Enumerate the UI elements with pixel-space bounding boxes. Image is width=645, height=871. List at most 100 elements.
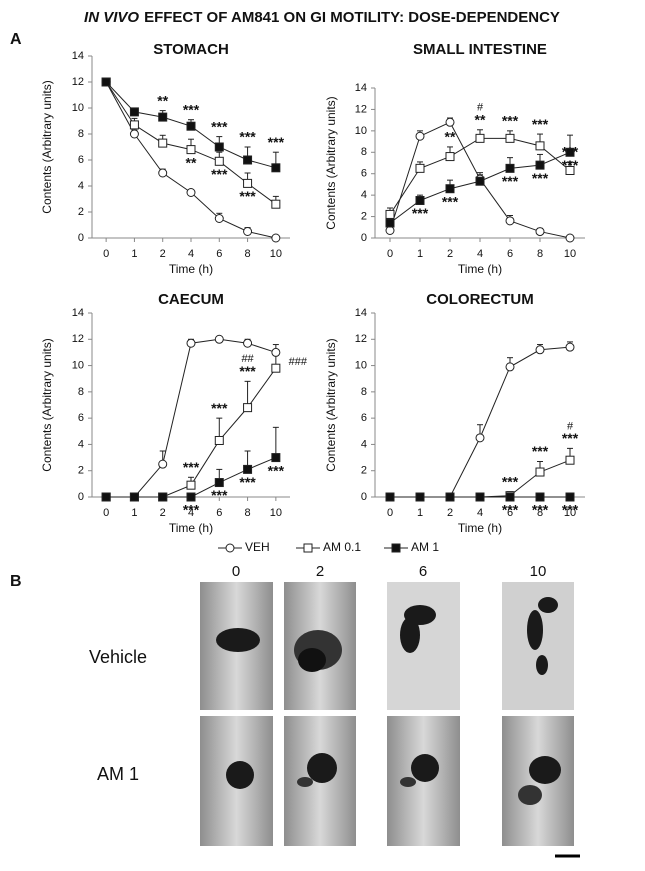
marker: [475, 176, 485, 186]
y-tick-label: 14: [72, 307, 84, 319]
x-tick-label: 4: [477, 507, 483, 519]
y-tick-label: 8: [361, 146, 367, 158]
xray: [387, 582, 460, 710]
marker: [475, 133, 485, 143]
marker: [243, 227, 253, 236]
y-axis-title: Contents (Arbitrary units): [324, 96, 338, 229]
x-tick-label: 2: [160, 507, 166, 519]
marker: [214, 334, 224, 344]
marker: [385, 226, 395, 235]
x-tick-label: 1: [417, 248, 423, 260]
significance-label: ***: [268, 134, 285, 150]
chart-title: SMALL INTESTINE: [413, 41, 547, 58]
y-axis-title: Contents (Arbitrary units): [40, 80, 54, 213]
y-tick-label: 0: [361, 232, 367, 244]
x-tick-label: 0: [387, 507, 393, 519]
significance-label: ***: [239, 474, 256, 490]
significance-label: ***: [211, 118, 228, 134]
xray: [200, 716, 273, 846]
x-axis-title: Time (h): [169, 262, 213, 276]
y-tick-label: 0: [361, 491, 367, 503]
y-axis-title: Contents (Arbitrary units): [324, 338, 338, 471]
significance-label: **: [157, 92, 168, 108]
significance-label: **: [186, 154, 197, 170]
marker: [271, 347, 281, 357]
significance-label: ***: [239, 363, 256, 379]
y-tick-label: 4: [78, 438, 84, 450]
marker: [129, 492, 139, 502]
x-tick-label: 6: [507, 248, 513, 260]
y-tick-label: 12: [72, 333, 84, 345]
marker: [565, 147, 575, 157]
significance-label: ***: [502, 473, 519, 489]
significance-label: **: [475, 111, 486, 127]
marker: [186, 492, 196, 502]
marker: [385, 209, 395, 219]
x-tick-label: 4: [477, 248, 483, 260]
marker: [101, 77, 111, 87]
significance-label: ***: [532, 502, 549, 518]
significance-label: ***: [562, 502, 579, 518]
y-tick-label: 8: [78, 128, 84, 140]
x-tick-label: 8: [537, 248, 543, 260]
marker: [243, 464, 253, 474]
marker: [415, 196, 425, 205]
marker: [214, 478, 224, 488]
xray: [502, 582, 574, 710]
significance-label: ***: [502, 502, 519, 518]
y-tick-label: 4: [361, 438, 367, 450]
marker: [445, 492, 455, 502]
y-tick-label: 2: [361, 465, 367, 477]
x-tick-label: 2: [160, 248, 166, 260]
significance-label: ***: [532, 116, 549, 132]
y-tick-label: 12: [355, 333, 367, 345]
marker: [565, 342, 575, 352]
x-tick-label: 0: [387, 248, 393, 260]
y-tick-label: 0: [78, 491, 84, 503]
x-tick-label: 6: [216, 507, 222, 519]
marker: [186, 145, 196, 155]
significance-label: ***: [183, 101, 200, 117]
y-tick-label: 2: [78, 206, 84, 218]
marker: [505, 362, 515, 372]
row-label: Vehicle: [89, 647, 147, 667]
marker: [505, 163, 515, 173]
significance-label: ***: [532, 443, 549, 459]
legend-marker: [391, 543, 401, 553]
hash-label: ###: [289, 356, 308, 368]
marker: [271, 233, 281, 243]
significance-label: ***: [412, 205, 429, 221]
marker: [129, 129, 139, 139]
column-label: 2: [316, 563, 324, 580]
y-tick-label: 10: [355, 125, 367, 137]
marker: [243, 155, 253, 165]
marker: [385, 492, 395, 502]
x-tick-label: 1: [131, 507, 137, 519]
marker: [505, 133, 515, 143]
xray-images: [200, 582, 580, 858]
marker: [271, 163, 281, 173]
marker: [415, 131, 425, 141]
significance-label: ***: [211, 400, 228, 416]
hash-label: ##: [241, 353, 254, 365]
x-tick-label: 2: [447, 248, 453, 260]
significance-label: **: [445, 129, 456, 145]
marker: [505, 492, 515, 502]
significance-label: ***: [183, 459, 200, 475]
x-tick-label: 6: [216, 248, 222, 260]
marker: [535, 227, 545, 237]
x-tick-label: 10: [270, 248, 282, 260]
column-label: 6: [419, 563, 427, 580]
x-tick-label: 4: [188, 248, 194, 260]
marker: [415, 163, 425, 173]
y-tick-label: 6: [78, 412, 84, 424]
marker: [445, 184, 455, 194]
chart-title: CAECUM: [158, 291, 224, 308]
marker: [214, 142, 224, 152]
legend-marker: [225, 543, 235, 553]
legend-marker: [303, 543, 313, 553]
marker: [535, 345, 545, 355]
y-tick-label: 10: [72, 359, 84, 371]
marker: [186, 338, 196, 348]
